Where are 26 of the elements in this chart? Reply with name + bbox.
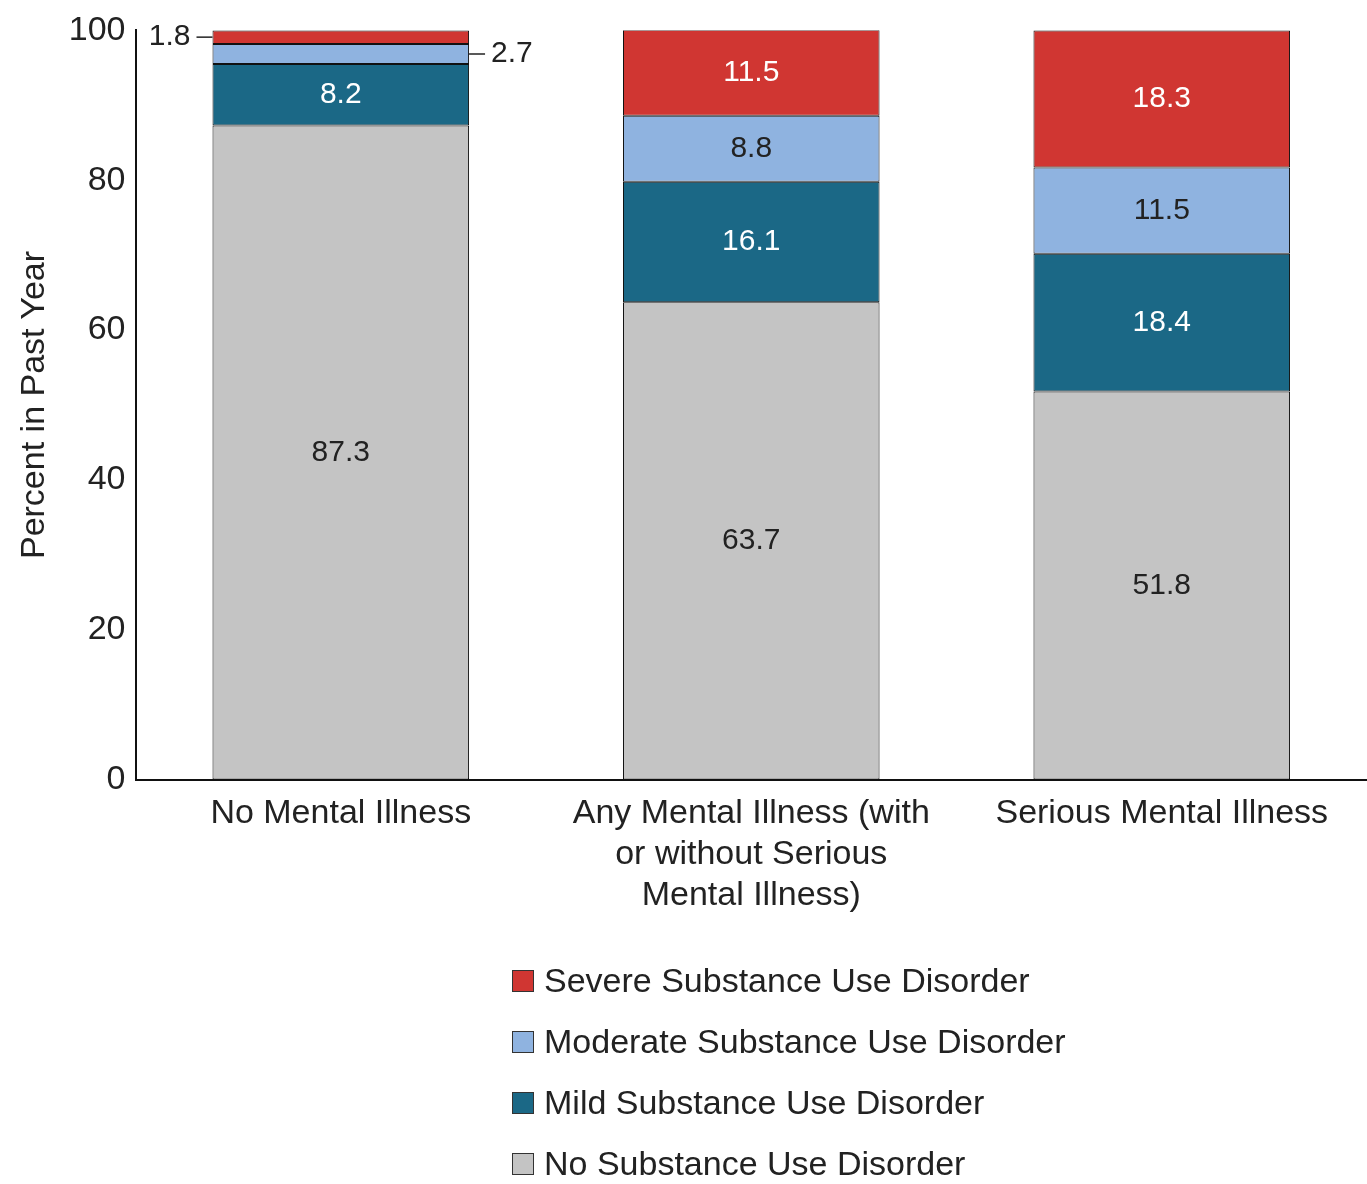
data-label: 87.3 — [311, 433, 370, 467]
x-tick-label: Serious Mental Illness — [995, 792, 1329, 831]
data-label: 11.5 — [723, 54, 780, 87]
data-label: 16.1 — [722, 223, 781, 257]
y-tick-label: 80 — [87, 158, 126, 197]
data-label: 2.7 — [491, 35, 533, 69]
legend-label: No Substance Use Disorder — [544, 1144, 966, 1183]
y-tick-label: 40 — [87, 458, 126, 497]
x-tick-label: Any Mental Illness (with or without Serious Mental Illness) — [572, 792, 930, 912]
legend-label: Mild Substance Use Disorder — [544, 1083, 985, 1122]
y-tick-label: 100 — [68, 8, 126, 47]
data-label: 1.8 — [148, 18, 191, 52]
legend-label: Severe Substance Use Disorder — [544, 961, 1030, 1000]
y-tick-label: 0 — [106, 757, 126, 796]
y-tick-label: 60 — [87, 308, 126, 347]
data-label: 51.8 — [1132, 566, 1191, 600]
data-label: 63.7 — [722, 522, 781, 556]
data-label: 8.2 — [319, 76, 362, 110]
data-label: 18.4 — [1132, 303, 1191, 337]
data-label: 18.3 — [1132, 80, 1191, 114]
y-axis-title: Percent in Past Year — [12, 250, 51, 560]
y-tick-label: 20 — [87, 608, 126, 647]
legend-label: Moderate Substance Use Disorder — [544, 1022, 1066, 1061]
data-label: 8.8 — [730, 130, 773, 164]
data-label: 11.5 — [1133, 191, 1190, 225]
x-tick-label: No Mental Illness — [210, 792, 472, 831]
